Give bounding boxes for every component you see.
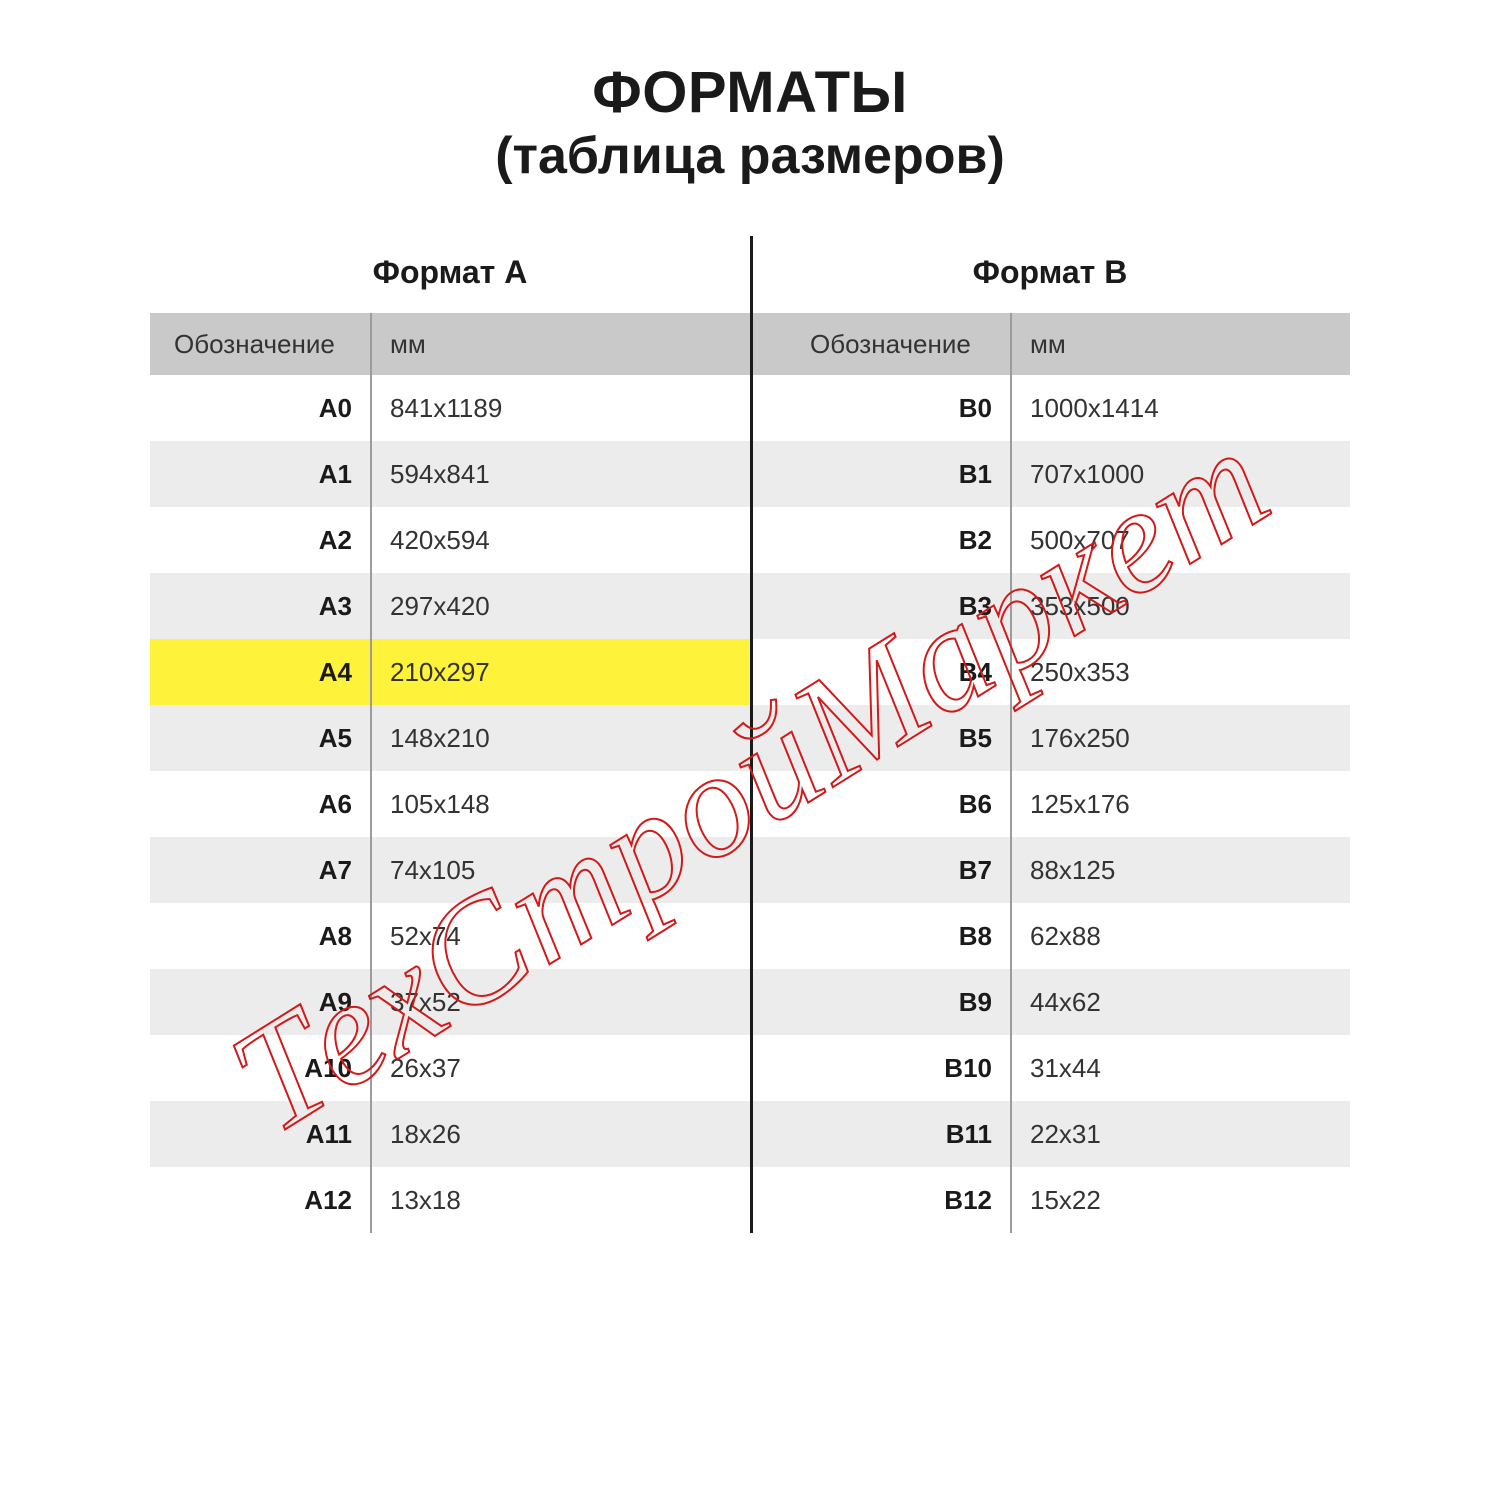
table-row: B1215x22 [750, 1167, 1350, 1233]
format-label: B0 [750, 393, 1010, 424]
format-dimensions: 105x148 [372, 789, 750, 820]
format-dimensions: 52x74 [372, 921, 750, 952]
table-b-header-row: Обозначение мм [750, 313, 1350, 375]
format-label: A1 [150, 459, 370, 490]
format-label: B4 [750, 657, 1010, 688]
table-row: B944x62 [750, 969, 1350, 1035]
table-a: Обозначение мм A0841x1189A1594x841A2420x… [150, 313, 750, 1233]
table-row: A1118x26 [150, 1101, 750, 1167]
format-dimensions: 13x18 [372, 1185, 750, 1216]
format-dimensions: 594x841 [372, 459, 750, 490]
format-label: A6 [150, 789, 370, 820]
table-row: B01000x1414 [750, 375, 1350, 441]
format-dimensions: 500x707 [1012, 525, 1350, 556]
table-row: B4250x353 [750, 639, 1350, 705]
format-dimensions: 31x44 [1012, 1053, 1350, 1084]
format-dimensions: 176x250 [1012, 723, 1350, 754]
format-label: A8 [150, 921, 370, 952]
table-row: B3353x500 [750, 573, 1350, 639]
format-dimensions: 210x297 [372, 657, 750, 688]
table-row: A5148x210 [150, 705, 750, 771]
format-label: B5 [750, 723, 1010, 754]
format-dimensions: 88x125 [1012, 855, 1350, 886]
table-row: A937x52 [150, 969, 750, 1035]
table-row: A3297x420 [150, 573, 750, 639]
column-format-b: Формат B Обозначение мм B01000x1414B1707… [750, 236, 1350, 1233]
table-row: B788x125 [750, 837, 1350, 903]
format-label: B3 [750, 591, 1010, 622]
column-format-a: Формат A Обозначение мм A0841x1189A1594x… [150, 236, 750, 1233]
format-label: A2 [150, 525, 370, 556]
table-row: B5176x250 [750, 705, 1350, 771]
format-dimensions: 74x105 [372, 855, 750, 886]
table-row: A0841x1189 [150, 375, 750, 441]
table-row: A1026x37 [150, 1035, 750, 1101]
format-dimensions: 420x594 [372, 525, 750, 556]
table-row: B862x88 [750, 903, 1350, 969]
column-b-heading: Формат B [750, 236, 1350, 313]
table-row: B6125x176 [750, 771, 1350, 837]
table-b-header-label: Обозначение [750, 329, 1010, 360]
format-label: A9 [150, 987, 370, 1018]
format-dimensions: 26x37 [372, 1053, 750, 1084]
format-dimensions: 250x353 [1012, 657, 1350, 688]
format-label: B2 [750, 525, 1010, 556]
format-dimensions: 297x420 [372, 591, 750, 622]
table-row: A774x105 [150, 837, 750, 903]
format-label: B9 [750, 987, 1010, 1018]
tables-wrap: Формат A Обозначение мм A0841x1189A1594x… [150, 236, 1350, 1233]
format-label: A4 [150, 657, 370, 688]
page: ФОРМАТЫ (таблица размеров) Формат A Обоз… [0, 0, 1500, 1500]
table-row: B1122x31 [750, 1101, 1350, 1167]
format-label: B10 [750, 1053, 1010, 1084]
title-block: ФОРМАТЫ (таблица размеров) [0, 60, 1500, 186]
format-label: A12 [150, 1185, 370, 1216]
format-dimensions: 22x31 [1012, 1119, 1350, 1150]
table-row: B1707x1000 [750, 441, 1350, 507]
table-row: A1213x18 [150, 1167, 750, 1233]
format-dimensions: 18x26 [372, 1119, 750, 1150]
format-dimensions: 353x500 [1012, 591, 1350, 622]
format-label: A11 [150, 1119, 370, 1150]
table-row: A4210x297 [150, 639, 750, 705]
title-line1: ФОРМАТЫ [0, 60, 1500, 127]
table-b-header-value: мм [1012, 329, 1350, 360]
format-dimensions: 37x52 [372, 987, 750, 1018]
format-dimensions: 1000x1414 [1012, 393, 1350, 424]
format-label: A10 [150, 1053, 370, 1084]
format-dimensions: 44x62 [1012, 987, 1350, 1018]
table-a-header-value: мм [372, 329, 750, 360]
title-line2: (таблица размеров) [0, 127, 1500, 187]
table-row: B2500x707 [750, 507, 1350, 573]
table-a-header-label: Обозначение [150, 329, 370, 360]
column-a-heading: Формат A [150, 236, 750, 313]
format-label: B6 [750, 789, 1010, 820]
table-b: Обозначение мм B01000x1414B1707x1000B250… [750, 313, 1350, 1233]
format-dimensions: 707x1000 [1012, 459, 1350, 490]
format-label: B12 [750, 1185, 1010, 1216]
format-label: A3 [150, 591, 370, 622]
format-dimensions: 125x176 [1012, 789, 1350, 820]
format-dimensions: 62x88 [1012, 921, 1350, 952]
format-label: A7 [150, 855, 370, 886]
table-row: A6105x148 [150, 771, 750, 837]
table-row: A2420x594 [150, 507, 750, 573]
format-dimensions: 148x210 [372, 723, 750, 754]
format-dimensions: 15x22 [1012, 1185, 1350, 1216]
format-label: B11 [750, 1119, 1010, 1150]
format-label: A5 [150, 723, 370, 754]
format-label: B8 [750, 921, 1010, 952]
table-row: A1594x841 [150, 441, 750, 507]
format-label: B1 [750, 459, 1010, 490]
table-a-header-row: Обозначение мм [150, 313, 750, 375]
table-row: A852x74 [150, 903, 750, 969]
format-dimensions: 841x1189 [372, 393, 750, 424]
format-label: B7 [750, 855, 1010, 886]
table-row: B1031x44 [750, 1035, 1350, 1101]
center-divider [750, 236, 753, 1233]
format-label: A0 [150, 393, 370, 424]
